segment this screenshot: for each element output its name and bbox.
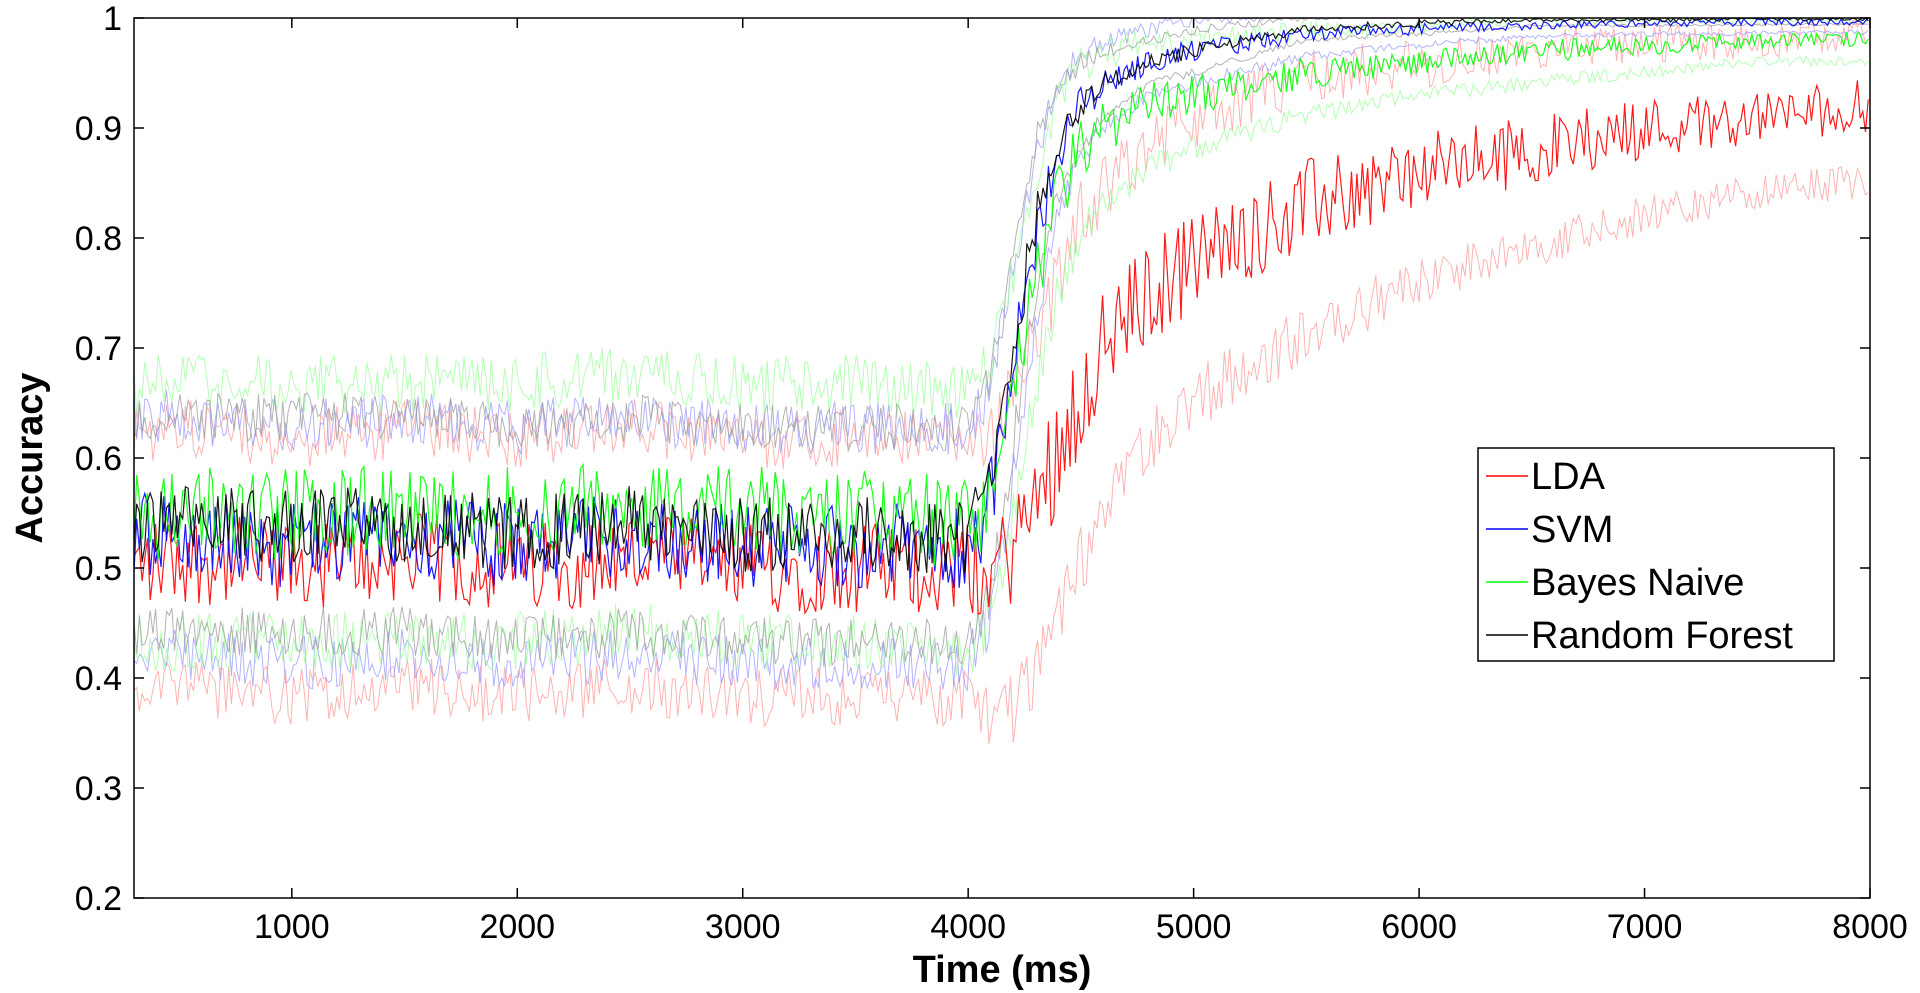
legend-label-lda: LDA (1531, 456, 1606, 498)
y-tick-label: 0.3 (75, 770, 122, 808)
y-tick-label: 0.9 (75, 110, 122, 148)
y-tick-label: 1 (103, 0, 122, 38)
x-tick-label: 3000 (705, 908, 781, 946)
series-line-random-forest (133, 17, 1869, 573)
series-lines (133, 17, 1869, 616)
band-lower-lda (133, 165, 1869, 745)
y-tick-label: 0.5 (75, 550, 122, 588)
y-axis-ticks: 0.2 0.3 0.4 0.5 0.6 0.7 0.8 0.9 1 (75, 0, 1870, 918)
legend: LDA SVM Bayes Naive Random Forest (1477, 447, 1835, 662)
x-tick-label: 1000 (254, 908, 330, 946)
x-tick-label: 7000 (1607, 908, 1683, 946)
x-axis-title: Time (ms) (913, 949, 1092, 991)
x-tick-label: 2000 (479, 908, 555, 946)
legend-label-svm: SVM (1531, 509, 1613, 551)
x-tick-label: 8000 (1832, 908, 1908, 946)
y-tick-label: 0.8 (75, 220, 122, 258)
y-tick-label: 0.7 (75, 330, 122, 368)
legend-label-bayes-naive: Bayes Naive (1531, 562, 1744, 604)
series-line-bayes-naive (133, 31, 1869, 567)
y-tick-label: 0.2 (75, 880, 122, 918)
y-tick-label: 0.6 (75, 440, 122, 478)
x-tick-label: 6000 (1381, 908, 1457, 946)
legend-box (1477, 447, 1835, 662)
series-line-lda (133, 80, 1869, 616)
x-tick-label: 5000 (1156, 908, 1232, 946)
band-lower-bayes-naive (133, 55, 1869, 677)
y-axis-title: Accuracy (9, 372, 51, 543)
y-tick-label: 0.4 (75, 660, 122, 698)
legend-label-random-forest: Random Forest (1531, 615, 1793, 657)
x-tick-label: 4000 (930, 908, 1006, 946)
x-axis-ticks: 1000 2000 3000 4000 5000 6000 7000 8000 (254, 18, 1908, 946)
band-lower-random-forest (133, 22, 1869, 668)
